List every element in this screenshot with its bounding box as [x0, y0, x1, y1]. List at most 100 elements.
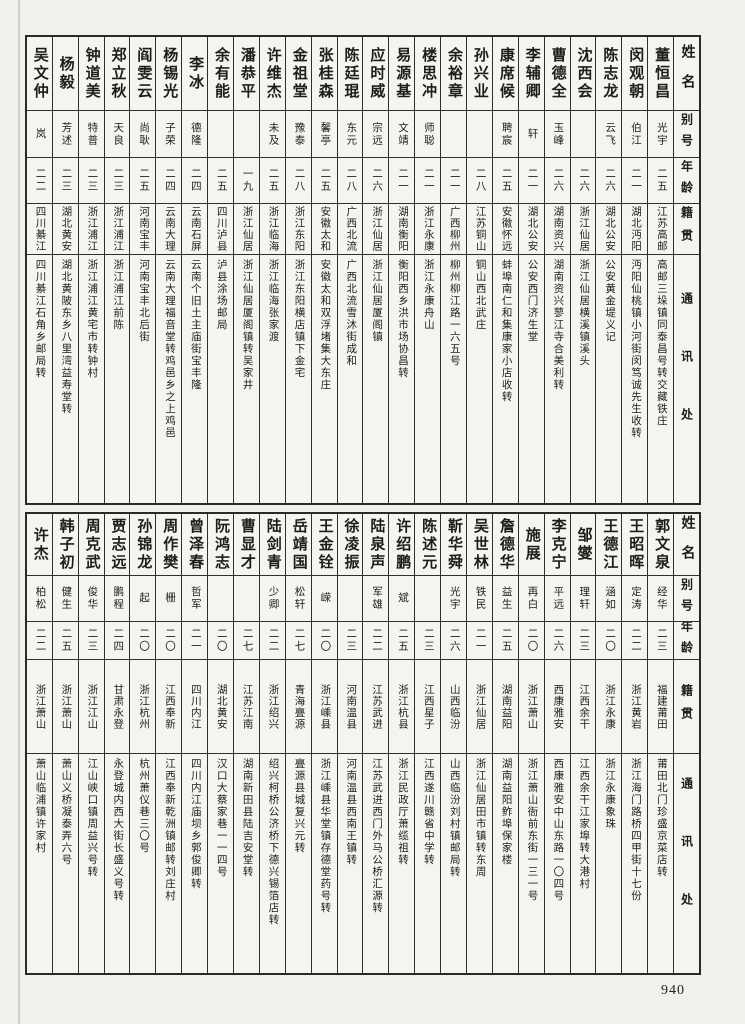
- address-cell: 莆田北门珍盛京菜店转: [648, 754, 673, 973]
- native-cell-text: 福建莆田: [655, 683, 667, 730]
- name-cell-text: 李辅卿: [523, 46, 540, 101]
- address-cell: 湖北黄陂东乡八里湾益寿堂转: [53, 255, 78, 503]
- address-cell: 山西临汾刘村镇邮局转: [441, 754, 466, 973]
- entry-column: 楼思冲 师聪 二一 浙江永康 浙江永康舟山: [414, 37, 441, 503]
- hao-cell-text: 少卿: [267, 586, 279, 611]
- age-cell-text: 二六: [552, 628, 564, 653]
- hao-cell: [233, 576, 259, 622]
- native-cell: 浙江萧山: [518, 660, 544, 754]
- age-cell-text: 二一: [630, 168, 642, 193]
- age-cell-text: 二五: [500, 168, 512, 193]
- native-cell-text: 浙江萧山: [526, 683, 538, 730]
- native-cell-text: 浙江萧山: [60, 683, 72, 730]
- native-cell-text: 浙江绍兴: [267, 683, 279, 730]
- entry-column: 李辅卿轩二一 湖北公安 公安西门济生堂: [517, 37, 544, 503]
- entry-column: 孙锦龙起二〇 浙江杭州 杭州萧仪巷三〇号: [129, 514, 156, 973]
- hao-cell-text: 健生: [60, 586, 72, 611]
- entry-column: 周作樊栅二〇 江西奉新 江西奉新乾洲镇邮转刘庄村: [155, 514, 182, 973]
- age-cell-text: 二一: [526, 168, 538, 193]
- age-cell: 二三: [78, 158, 104, 204]
- native-cell: 河南宝丰: [130, 204, 156, 255]
- hao-cell-text: 师聪: [422, 121, 434, 147]
- native-cell: 四川泸县: [208, 204, 233, 255]
- address-cell: 铜山西北武庄: [467, 255, 492, 503]
- address-cell: 亹源县城复兴元转: [286, 754, 311, 973]
- name-cell-text: 阮鸿志: [213, 517, 230, 572]
- native-cell-text: 浙江临海: [267, 206, 279, 252]
- age-cell-text: 二七: [241, 628, 253, 653]
- age-cell-text: 二〇: [215, 628, 227, 653]
- name-cell: 陈述元: [415, 514, 441, 576]
- name-cell-text: 钟道美: [83, 46, 100, 101]
- address-cell-text: 四川内江庙坝乡郭俊卿转: [189, 758, 201, 890]
- age-cell-text: 二一: [189, 628, 201, 653]
- header-age-text: 年龄: [679, 159, 694, 202]
- age-cell: 二八: [285, 158, 311, 204]
- hao-cell-text: 光宇: [655, 121, 667, 147]
- name-cell-text: 陆剑青: [264, 517, 281, 572]
- native-cell-text: 浙江江山: [86, 683, 98, 730]
- native-cell: 浙江绍兴: [259, 660, 285, 754]
- name-cell: 孙兴业: [466, 37, 492, 111]
- hao-cell-text: 天良: [112, 121, 124, 147]
- header-address-text: 通讯处: [679, 292, 694, 466]
- native-cell: 安徽怀远: [492, 204, 518, 255]
- native-cell: 浙江永康: [596, 660, 622, 754]
- hao-cell: 益生: [492, 576, 518, 622]
- hao-cell: 再白: [518, 576, 544, 622]
- name-cell: 金祖堂: [285, 37, 311, 111]
- hao-cell-text: 子荣: [163, 121, 175, 147]
- native-cell-text: 青海亹源: [293, 683, 305, 730]
- name-cell-text: 王金铨: [316, 517, 333, 572]
- age-cell: 二一: [389, 158, 415, 204]
- hao-cell-text: 益生: [500, 586, 512, 611]
- hao-cell: 岚: [26, 111, 52, 158]
- age-cell-text: 二六: [578, 168, 590, 193]
- hao-cell: 师聪: [415, 111, 441, 158]
- address-cell: 柳州柳江路一六五号: [441, 255, 466, 503]
- native-cell-text: 浙江杭州: [138, 683, 150, 730]
- native-cell-text: 江苏铜山: [474, 206, 486, 252]
- age-cell: 二〇: [518, 622, 544, 660]
- age-cell-text: 二二: [267, 628, 279, 653]
- address-cell-text: 江山峡口镇周益兴号转: [86, 758, 98, 878]
- address-cell-text: 江西奉新乾洲镇邮转刘庄村: [163, 758, 175, 902]
- header-name-text: 姓名: [679, 43, 695, 104]
- name-cell: 曹显才: [233, 514, 259, 576]
- address-cell-text: 泸县涂场邮局: [215, 259, 227, 331]
- age-cell-text: 二六: [448, 628, 460, 653]
- name-cell: 贾志远: [104, 514, 130, 576]
- native-cell-text: 浙江浦江: [86, 206, 98, 252]
- entry-column: 施展 再白 二〇 浙江萧山 浙江萧山衙前东街一三一号: [517, 514, 544, 973]
- page-number: 940: [661, 983, 685, 998]
- native-cell-text: 湖北黄安: [60, 206, 72, 252]
- hao-cell: 聘宸: [492, 111, 518, 158]
- name-cell: 曹德全: [544, 37, 570, 111]
- name-cell-text: 陈廷琨: [342, 46, 359, 101]
- hao-cell-text: 起: [138, 592, 150, 605]
- age-cell: 二三: [104, 158, 130, 204]
- entry-column: 陆剑青 少卿 二二 浙江绍兴 绍兴柯桥公济桥下德兴锡箔店转: [258, 514, 285, 973]
- address-cell-text: 浙江仙居厦阁镇: [371, 259, 383, 343]
- age-cell-text: 二八: [345, 168, 357, 193]
- hao-cell: 柏松: [26, 576, 52, 622]
- hao-cell-text: 斌: [397, 592, 408, 605]
- age-cell-text: 二三: [655, 628, 667, 653]
- native-cell: 湖南衡阳: [389, 204, 415, 255]
- age-cell-text: 二二: [34, 628, 46, 653]
- native-cell: 福建莆田: [648, 660, 674, 754]
- header-hao: 别号: [674, 576, 699, 622]
- age-cell-text: 二三: [86, 628, 98, 653]
- name-cell-text: 吴文仲: [31, 46, 48, 101]
- address-cell: 浙江浦江前陈: [105, 255, 130, 503]
- hao-cell-text: 特普: [86, 121, 98, 147]
- native-cell-text: 湖南资兴: [552, 206, 564, 252]
- hao-cell: 经华: [648, 576, 674, 622]
- native-cell-text: 安徽太和: [319, 206, 331, 252]
- name-cell-text: 曹德全: [549, 46, 566, 101]
- age-cell: 二六: [363, 158, 389, 204]
- name-cell: 应时威: [363, 37, 389, 111]
- address-cell-text: 高邮三垛镇同泰昌号转交藏铁庄: [655, 259, 667, 427]
- address-cell-text: 莆田北门珍盛京菜店转: [655, 758, 667, 878]
- hao-cell: 起: [130, 576, 156, 622]
